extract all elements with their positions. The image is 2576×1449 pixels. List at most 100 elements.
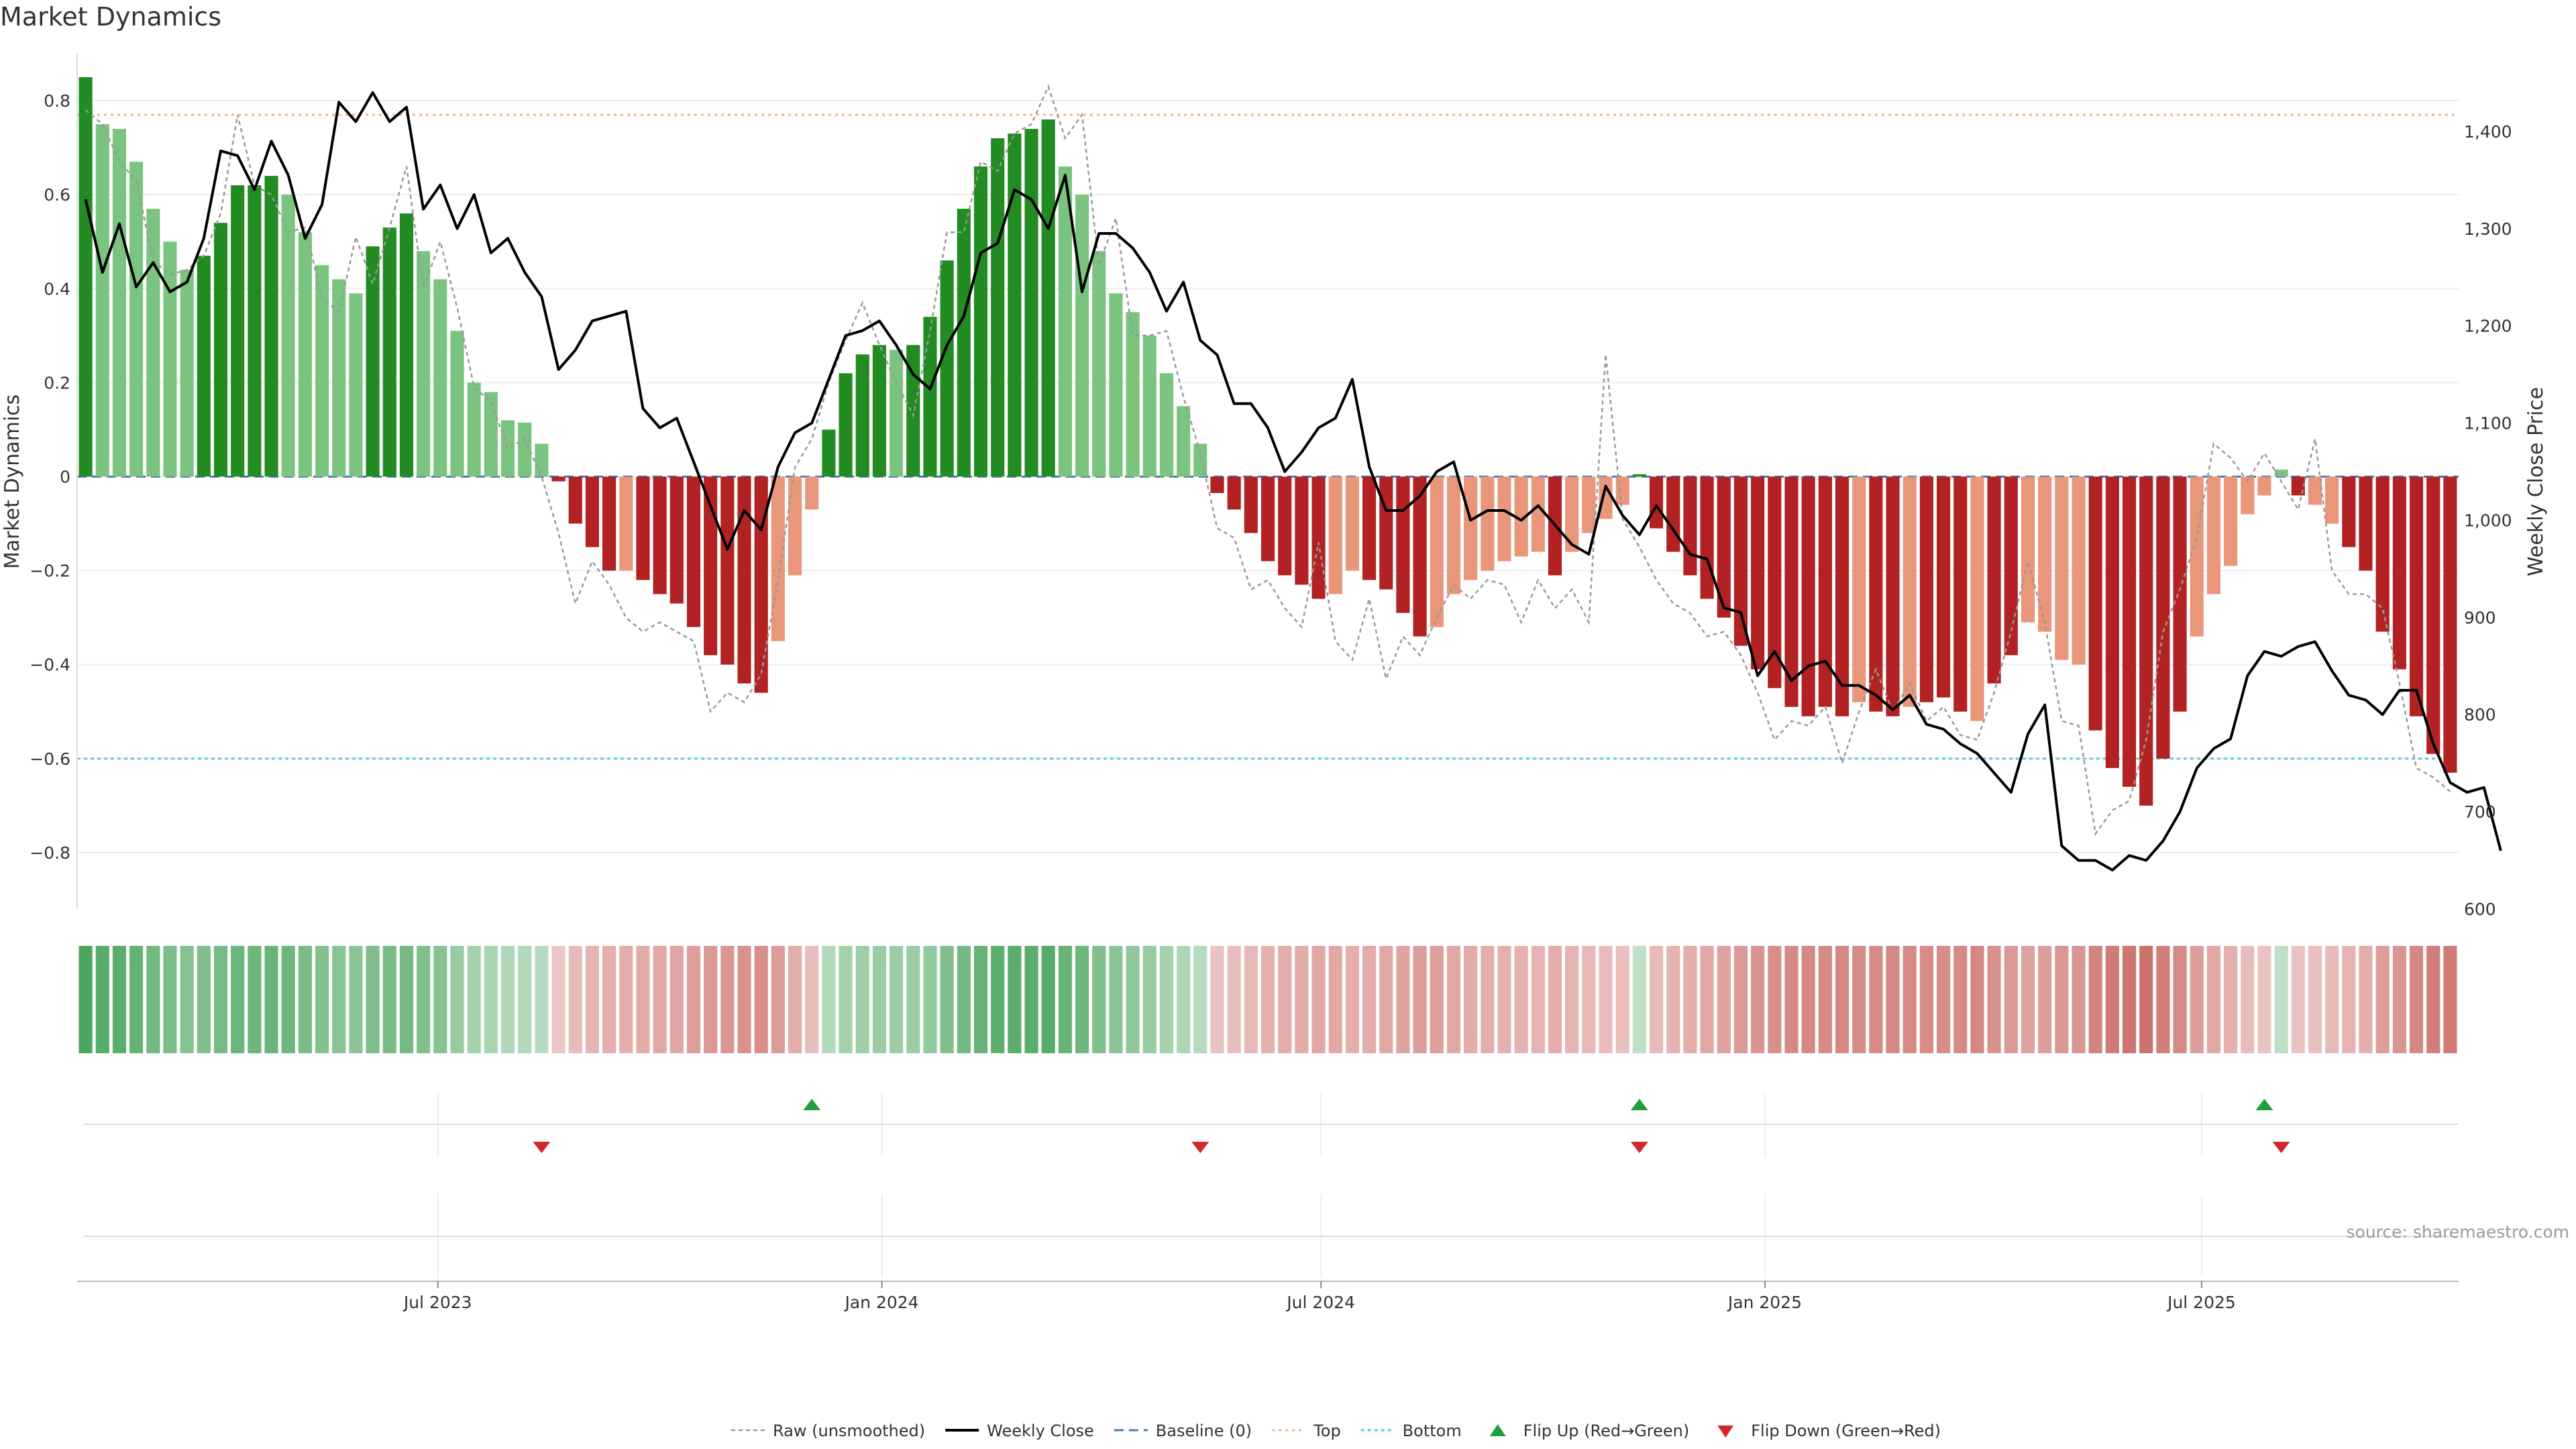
legend-item-bottom: Bottom — [1360, 1421, 1462, 1440]
dynamics-bar — [248, 185, 262, 477]
dynamics-bar — [704, 476, 718, 655]
regime-cell — [1514, 946, 1528, 1053]
dynamics-bar — [518, 422, 532, 477]
regime-cell — [1615, 946, 1629, 1053]
regime-cell — [417, 946, 431, 1053]
dynamics-bar — [366, 246, 380, 477]
dynamics-bar — [1464, 476, 1478, 580]
regime-cell — [636, 946, 650, 1053]
regime-cell — [2004, 946, 2018, 1053]
regime-cell — [1801, 946, 1815, 1053]
regime-cell — [1700, 946, 1714, 1053]
regime-cell — [2224, 946, 2238, 1053]
regime-cell — [1582, 946, 1596, 1053]
flip-markers-panel — [84, 1099, 2459, 1237]
raw-line-group — [85, 84, 2451, 837]
dynamics-bar — [500, 420, 515, 477]
regime-cell — [2409, 946, 2424, 1053]
regime-cell — [788, 946, 802, 1053]
dynamics-bar — [890, 350, 904, 477]
dynamics-bar — [332, 279, 346, 477]
dynamics-bar — [1278, 476, 1292, 576]
y-tick-label: −0.8 — [30, 843, 70, 863]
dynamics-bar — [1970, 476, 1984, 721]
y-tick-label: 0.8 — [44, 91, 70, 111]
y2-tick-label: 1,300 — [2464, 219, 2512, 239]
regime-cell — [1886, 946, 1900, 1053]
regime-cell — [602, 946, 616, 1053]
legend-item-price: Weekly Close — [945, 1421, 1094, 1440]
regime-cell — [1193, 946, 1208, 1053]
regime-cell — [500, 946, 515, 1053]
regime-cell — [1142, 946, 1157, 1053]
regime-cell — [349, 946, 363, 1053]
dynamics-bar — [1818, 476, 1832, 707]
regime-cell — [973, 946, 988, 1053]
regime-cell — [906, 946, 920, 1053]
regime-cell — [1244, 946, 1258, 1053]
weekly-close-line — [84, 91, 2502, 871]
regime-cell — [2325, 946, 2339, 1053]
dynamics-bar — [1092, 251, 1106, 477]
regime-cell — [1159, 946, 1174, 1053]
regime-cell — [535, 946, 549, 1053]
regime-cell — [2342, 946, 2356, 1053]
regime-cell — [940, 946, 954, 1053]
dynamics-bar — [653, 476, 667, 594]
dynamics-bar — [1430, 476, 1444, 627]
dynamics-bar — [1801, 476, 1815, 716]
regime-cell — [957, 946, 971, 1053]
regime-cell — [484, 946, 498, 1053]
regime-cell — [1109, 946, 1123, 1053]
regime-cell — [467, 946, 481, 1053]
y-tick-label: −0.4 — [30, 655, 70, 675]
legend-label: Flip Up (Red→Green) — [1523, 1421, 1690, 1440]
regime-cell — [1919, 946, 1933, 1053]
regime-cell — [1650, 946, 1664, 1053]
dynamics-bar — [1193, 443, 1208, 477]
legend-item-baseline: Baseline (0) — [1114, 1421, 1252, 1440]
dynamics-bar — [450, 331, 464, 477]
regime-cell — [551, 946, 566, 1053]
y-tick-label: 0.4 — [44, 279, 70, 299]
regime-cell — [2173, 946, 2187, 1053]
regime-cell — [872, 946, 886, 1053]
regime-cell — [1902, 946, 1917, 1053]
regime-cell — [754, 946, 768, 1053]
y-tick-label: 0.2 — [44, 373, 70, 392]
y2-tick-label: 800 — [2464, 705, 2496, 724]
regime-cell — [839, 946, 853, 1053]
regime-cell — [1852, 946, 1866, 1053]
dynamics-bar — [2342, 476, 2356, 547]
dynamics-bar — [923, 317, 937, 477]
y-tick-label: −0.2 — [30, 561, 70, 581]
regime-cell — [1430, 946, 1444, 1053]
regime-cell — [1565, 946, 1579, 1053]
regime-cell — [1396, 946, 1410, 1053]
dynamics-bar — [2004, 476, 2018, 655]
dynamics-bar — [2257, 476, 2271, 496]
regime-cell — [2443, 946, 2457, 1053]
dynamics-bar — [1126, 312, 1140, 477]
dynamics-bar — [95, 124, 109, 477]
dynamics-bar — [2375, 476, 2390, 632]
regime-cell — [2274, 946, 2288, 1053]
y2-tick-label: 1,200 — [2464, 317, 2512, 336]
dynamics-bar — [805, 476, 819, 510]
regime-cell — [1126, 946, 1140, 1053]
legend-label: Bottom — [1403, 1421, 1462, 1440]
dynamics-bar — [737, 476, 751, 684]
dynamics-bar — [686, 476, 701, 627]
regime-cell — [1008, 946, 1022, 1053]
regime-cell — [2308, 946, 2322, 1053]
regime-cell — [450, 946, 464, 1053]
regime-cell — [653, 946, 667, 1053]
regime-cell — [1075, 946, 1089, 1053]
dynamics-bar — [1024, 129, 1038, 477]
legend-label: Top — [1313, 1421, 1341, 1440]
regime-strip — [78, 946, 2457, 1053]
regime-cell — [1210, 946, 1224, 1053]
regime-cell — [991, 946, 1005, 1053]
dynamics-bar — [2156, 476, 2170, 759]
